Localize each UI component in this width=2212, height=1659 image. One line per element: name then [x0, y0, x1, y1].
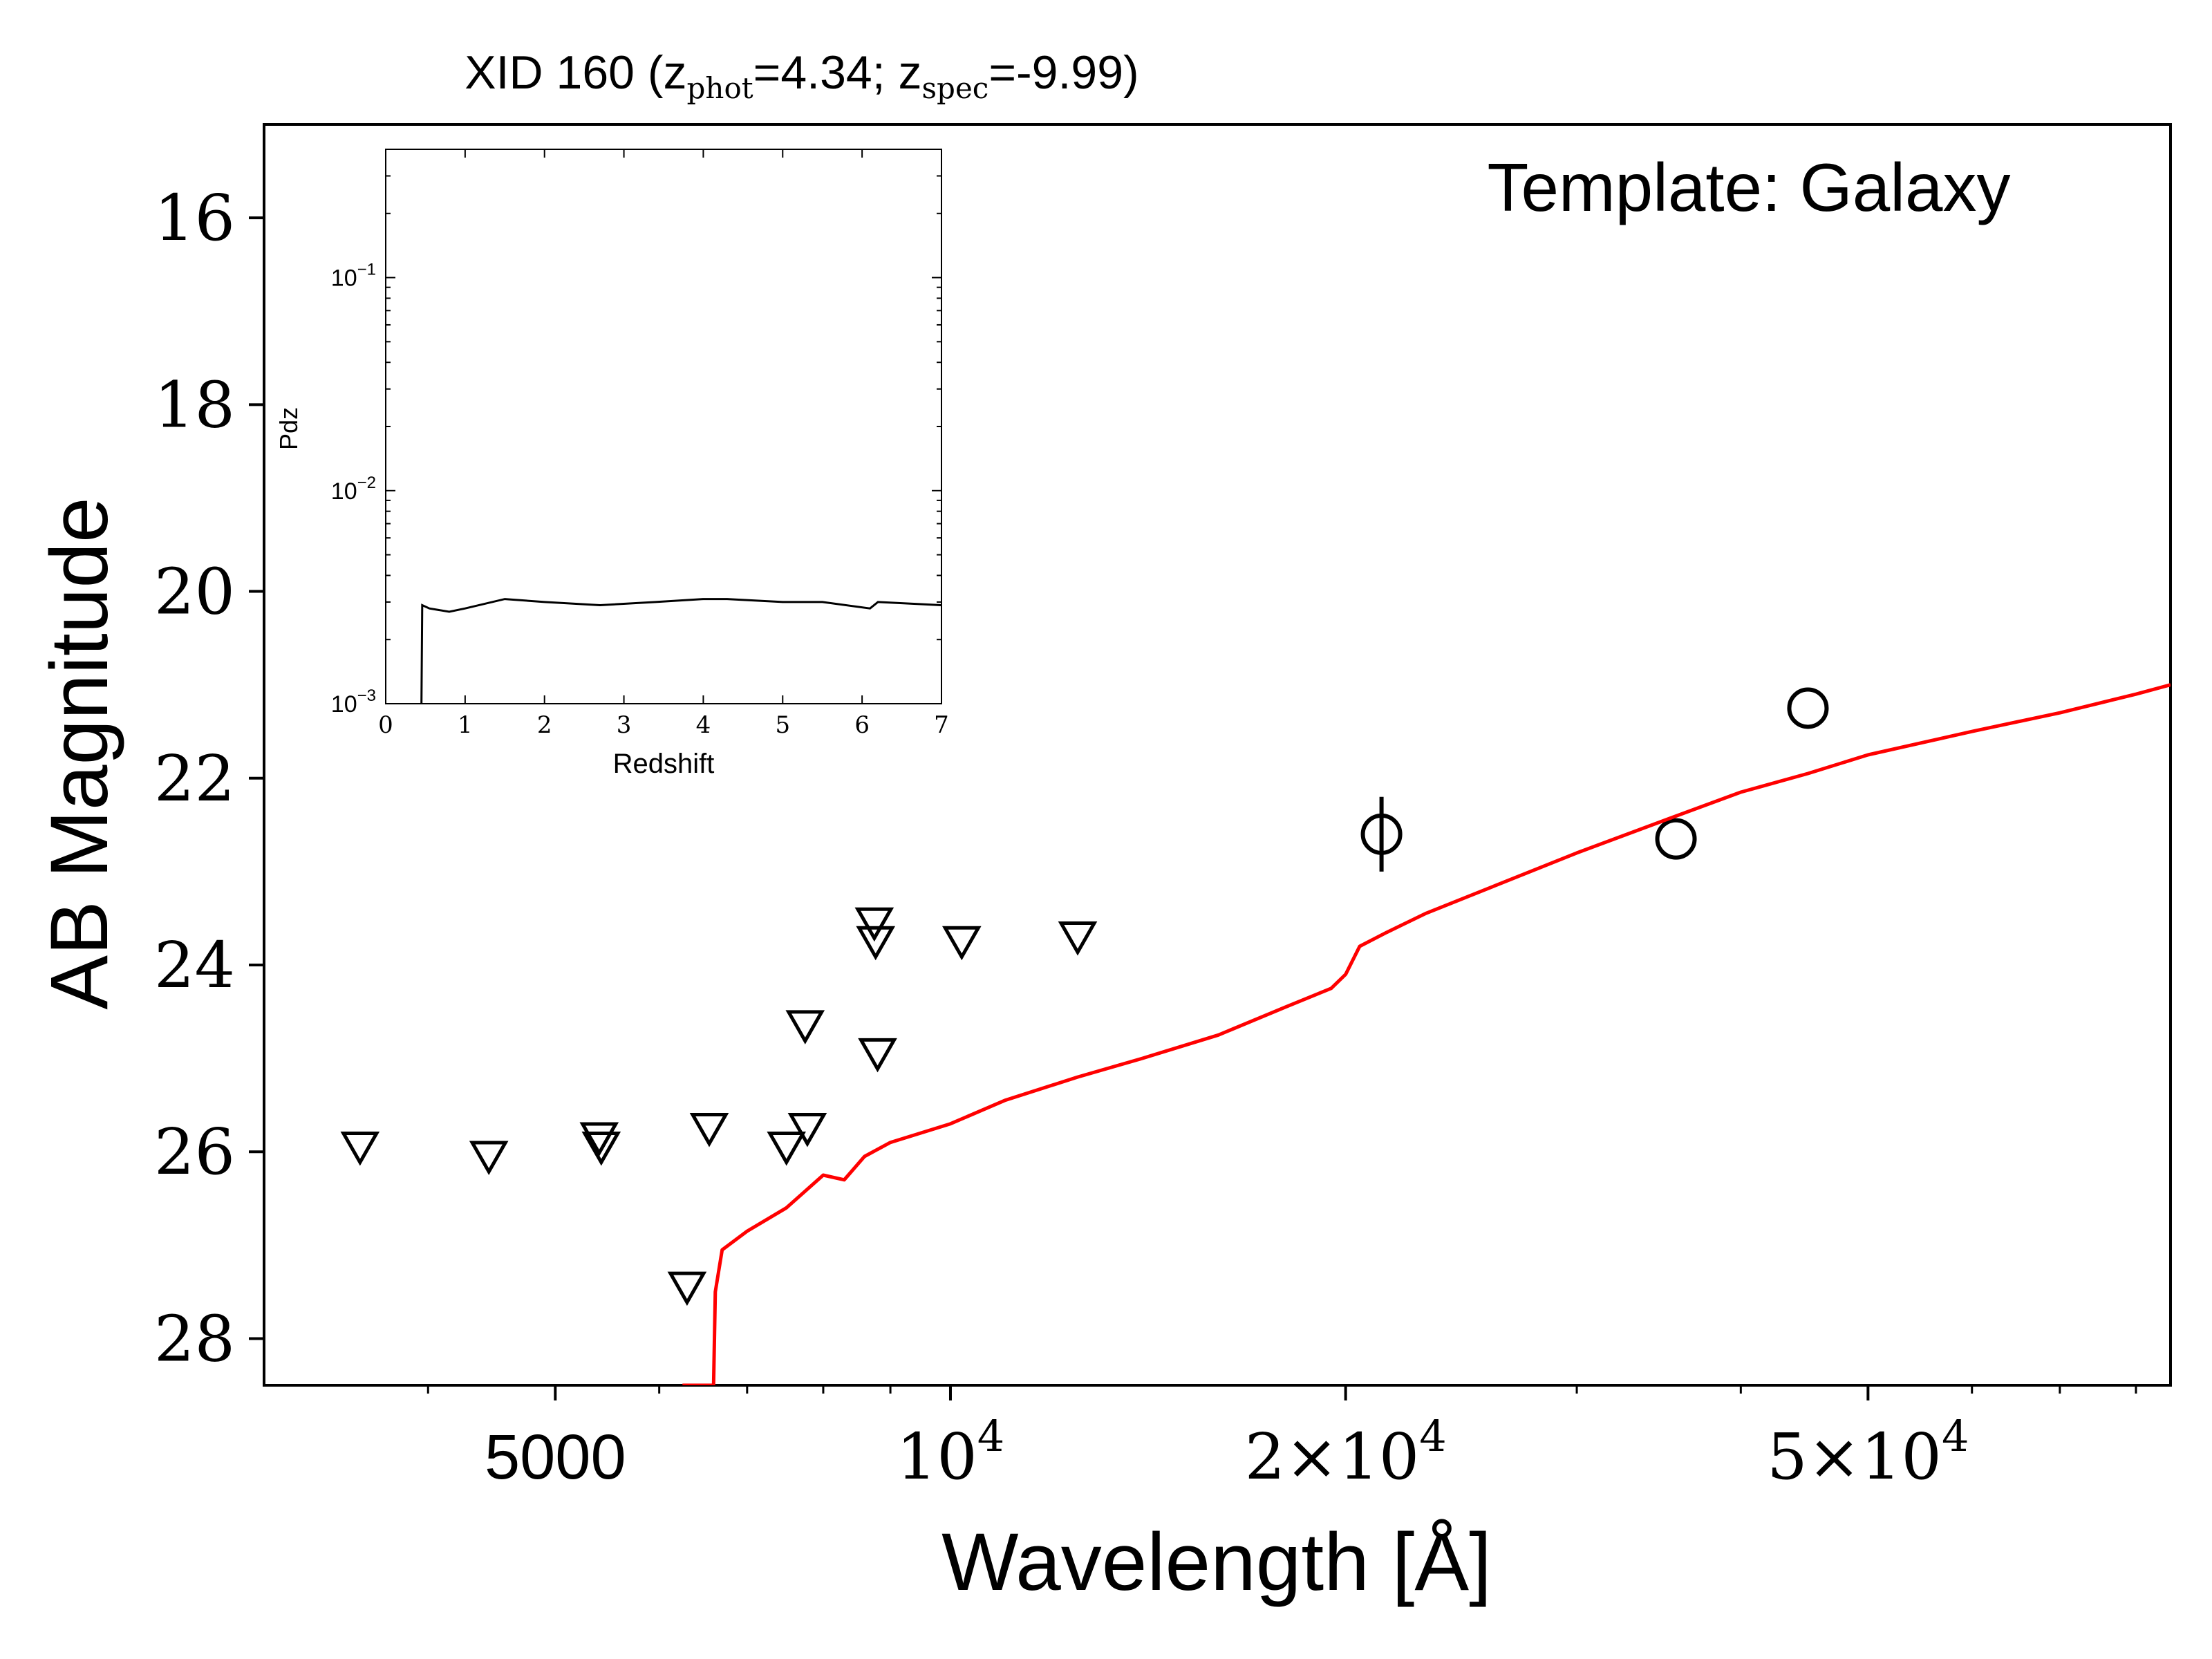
upper-limit-marker: [689, 1112, 729, 1147]
y-tick-label: 24: [154, 928, 235, 1002]
upper-limit-marker: [854, 907, 894, 942]
inset-axis-ticks: 0 1 2 3 4 5 6 7 10−3 10−2 10−1: [331, 149, 949, 739]
main-data-marks: [340, 683, 2171, 1385]
upper-limit-marker: [942, 926, 982, 961]
inset-x-tick-label: 6: [854, 711, 870, 739]
inset-x-label: Redshift: [613, 749, 715, 779]
upper-limit-marker: [469, 1141, 509, 1176]
inset-y-tick-label: 10−1: [331, 261, 376, 292]
chart-title: XID 160 (zphot=4.34; zspec=-9.99): [465, 46, 1138, 105]
y-tick-label: 16: [154, 181, 235, 255]
upper-limit-marker: [1058, 921, 1098, 956]
upper-limit-marker: [579, 1122, 619, 1156]
inset-x-tick-label: 3: [617, 711, 632, 739]
upper-limit-marker: [581, 1131, 621, 1166]
y-axis-label: AB Magnitude: [34, 497, 125, 1009]
y-tick-label: 26: [154, 1115, 235, 1189]
inset-x-tick-label: 4: [696, 711, 711, 739]
upper-limit-marker: [785, 1010, 825, 1044]
x-tick-label: 5×104: [1767, 1411, 1969, 1494]
inset-y-label: Pdz: [274, 407, 303, 450]
template-sed-line: [682, 683, 2171, 1385]
upper-limit-marker: [767, 1131, 807, 1166]
inset-x-tick-label: 1: [458, 711, 473, 739]
upper-limit-marker: [667, 1271, 707, 1306]
x-tick-label: 5000: [485, 1422, 626, 1492]
y-tick-label: 22: [154, 742, 235, 816]
inset-x-tick-label: 0: [378, 711, 393, 739]
template-annotation: Template: Galaxy: [1487, 149, 2010, 225]
pdz-line: [420, 598, 942, 704]
x-tick-label: 104: [897, 1411, 1005, 1494]
inset-y-tick-label: 10−2: [331, 474, 376, 505]
inset-x-tick-label: 7: [934, 711, 949, 739]
detection-marker: [1787, 687, 1829, 729]
x-tick-label: 2×104: [1245, 1411, 1447, 1494]
main-plot-frame: [263, 123, 2172, 1387]
y-tick-label: 20: [154, 555, 235, 629]
upper-limit-marker: [858, 1038, 897, 1073]
inset-data-marks: [420, 598, 942, 704]
detection-marker: [1360, 813, 1403, 855]
x-axis-label: Wavelength [Å]: [941, 1517, 1492, 1608]
inset-x-tick-label: 5: [775, 711, 790, 739]
upper-limit-marker: [340, 1131, 380, 1166]
inset-y-tick-label: 10−3: [331, 686, 376, 718]
y-tick-label: 28: [154, 1302, 235, 1376]
upper-limit-marker: [856, 926, 896, 961]
detection-marker: [1655, 818, 1697, 860]
inset-frame: [385, 149, 942, 704]
inset-x-tick-label: 2: [537, 711, 552, 739]
upper-limit-marker: [787, 1112, 827, 1147]
y-tick-label: 18: [154, 368, 235, 442]
pdz-inset: 0 1 2 3 4 5 6 7 10−3 10−2 10−1 Redshift Pdz: [274, 149, 949, 779]
